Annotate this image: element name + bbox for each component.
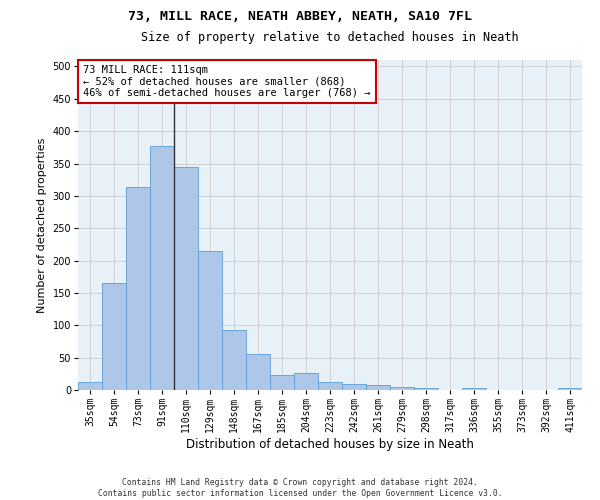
Bar <box>270 375 294 390</box>
Y-axis label: Number of detached properties: Number of detached properties <box>37 138 47 312</box>
Bar <box>294 372 318 390</box>
Bar <box>222 330 246 390</box>
Bar <box>558 388 582 390</box>
X-axis label: Distribution of detached houses by size in Neath: Distribution of detached houses by size … <box>186 438 474 451</box>
Bar <box>150 146 174 390</box>
Bar <box>342 384 366 390</box>
Bar <box>318 382 342 390</box>
Bar <box>462 388 486 390</box>
Bar <box>102 283 126 390</box>
Text: 73, MILL RACE, NEATH ABBEY, NEATH, SA10 7FL: 73, MILL RACE, NEATH ABBEY, NEATH, SA10 … <box>128 10 472 23</box>
Bar <box>126 188 150 390</box>
Bar <box>198 251 222 390</box>
Title: Size of property relative to detached houses in Neath: Size of property relative to detached ho… <box>141 30 519 44</box>
Bar <box>246 354 270 390</box>
Bar <box>366 385 390 390</box>
Bar <box>174 167 198 390</box>
Bar <box>414 388 438 390</box>
Bar <box>78 382 102 390</box>
Text: Contains HM Land Registry data © Crown copyright and database right 2024.
Contai: Contains HM Land Registry data © Crown c… <box>98 478 502 498</box>
Text: 73 MILL RACE: 111sqm
← 52% of detached houses are smaller (868)
46% of semi-deta: 73 MILL RACE: 111sqm ← 52% of detached h… <box>83 65 371 98</box>
Bar <box>390 387 414 390</box>
